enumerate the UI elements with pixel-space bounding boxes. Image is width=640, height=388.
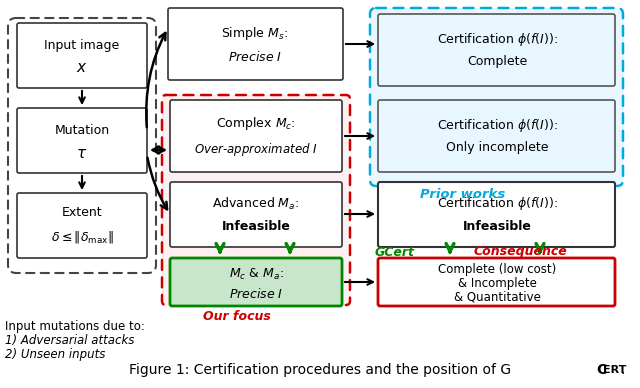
FancyBboxPatch shape bbox=[378, 14, 615, 86]
FancyBboxPatch shape bbox=[170, 182, 342, 247]
Text: Complete (low cost): Complete (low cost) bbox=[438, 263, 556, 275]
Text: Precise $I$: Precise $I$ bbox=[228, 50, 282, 64]
FancyBboxPatch shape bbox=[378, 182, 615, 247]
Text: ERT: ERT bbox=[603, 365, 627, 375]
FancyBboxPatch shape bbox=[170, 100, 342, 172]
Text: Complex $M_c$:: Complex $M_c$: bbox=[216, 116, 296, 132]
Text: Prior works: Prior works bbox=[420, 189, 506, 201]
Text: Infeasible: Infeasible bbox=[221, 220, 291, 232]
Text: Figure 1: Certification procedures and the position of G: Figure 1: Certification procedures and t… bbox=[129, 363, 511, 377]
Text: $\delta \leq \|\delta_{\max}\|$: $\delta \leq \|\delta_{\max}\|$ bbox=[51, 229, 113, 245]
FancyBboxPatch shape bbox=[170, 258, 342, 306]
Text: & Quantitative: & Quantitative bbox=[454, 291, 540, 303]
FancyBboxPatch shape bbox=[17, 108, 147, 173]
Text: .: . bbox=[620, 363, 625, 377]
Text: $M_c$ & $M_a$:: $M_c$ & $M_a$: bbox=[228, 267, 284, 282]
Text: Extent: Extent bbox=[61, 206, 102, 218]
Text: Input image: Input image bbox=[44, 38, 120, 52]
FancyBboxPatch shape bbox=[378, 258, 615, 306]
FancyBboxPatch shape bbox=[162, 95, 350, 305]
Text: Over-approximated $I$: Over-approximated $I$ bbox=[194, 140, 318, 158]
Text: Our focus: Our focus bbox=[203, 310, 271, 322]
Text: Precise $I$: Precise $I$ bbox=[229, 287, 283, 301]
Text: Advanced $M_a$:: Advanced $M_a$: bbox=[212, 196, 300, 212]
Text: GCert: GCert bbox=[375, 246, 415, 258]
FancyBboxPatch shape bbox=[17, 193, 147, 258]
Text: Only incomplete: Only incomplete bbox=[445, 142, 548, 154]
Text: Certification $\phi(f(I))$:: Certification $\phi(f(I))$: bbox=[436, 196, 557, 213]
Text: & Incomplete: & Incomplete bbox=[458, 277, 536, 289]
FancyBboxPatch shape bbox=[168, 8, 343, 80]
Text: Consequence: Consequence bbox=[473, 246, 567, 258]
FancyBboxPatch shape bbox=[17, 23, 147, 88]
Text: $x$: $x$ bbox=[76, 61, 88, 76]
Text: 1) Adversarial attacks: 1) Adversarial attacks bbox=[5, 334, 134, 347]
FancyBboxPatch shape bbox=[8, 18, 156, 273]
Text: 2) Unseen inputs: 2) Unseen inputs bbox=[5, 348, 106, 361]
Text: C: C bbox=[596, 363, 606, 377]
Text: Complete: Complete bbox=[467, 55, 527, 69]
Text: Certification $\phi(f(I))$:: Certification $\phi(f(I))$: bbox=[436, 31, 557, 47]
FancyBboxPatch shape bbox=[370, 8, 623, 186]
Text: Certification $\phi(f(I))$:: Certification $\phi(f(I))$: bbox=[436, 116, 557, 133]
Text: Infeasible: Infeasible bbox=[463, 220, 531, 234]
Text: $\tau$: $\tau$ bbox=[76, 146, 88, 161]
Text: Simple $M_s$:: Simple $M_s$: bbox=[221, 24, 289, 42]
FancyBboxPatch shape bbox=[378, 100, 615, 172]
Text: Input mutations due to:: Input mutations due to: bbox=[5, 320, 145, 333]
Text: Mutation: Mutation bbox=[54, 123, 109, 137]
